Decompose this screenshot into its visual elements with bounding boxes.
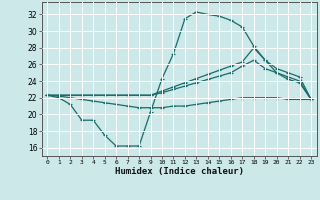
X-axis label: Humidex (Indice chaleur): Humidex (Indice chaleur) <box>115 167 244 176</box>
